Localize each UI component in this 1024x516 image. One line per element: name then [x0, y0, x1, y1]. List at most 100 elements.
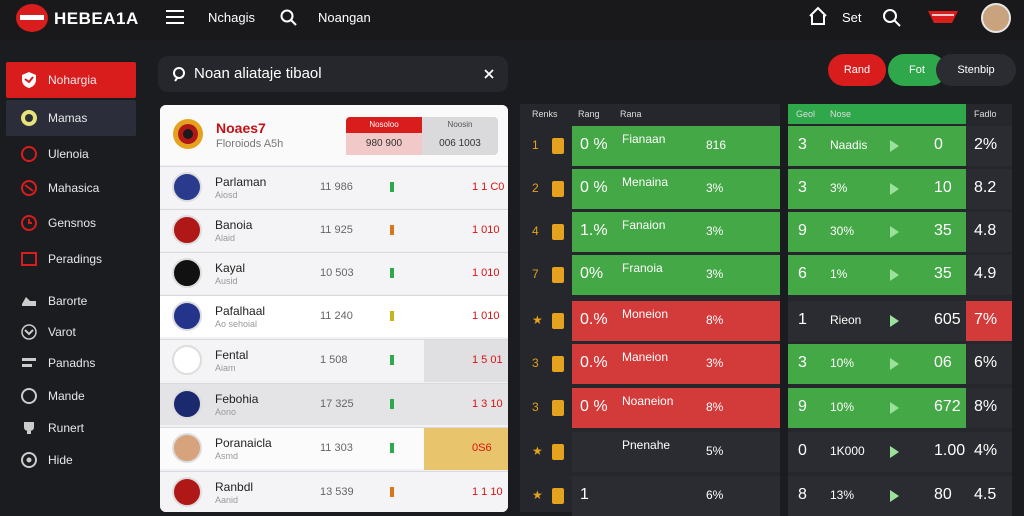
- team-value: 1 508: [320, 354, 348, 366]
- sidebar-item-6[interactable]: Barorte: [6, 283, 136, 319]
- nav-link-1[interactable]: Nchagis: [208, 10, 255, 25]
- points-value: 06: [934, 354, 952, 371]
- rank-number: ★: [532, 488, 543, 502]
- club-badge-icon: [552, 224, 564, 240]
- table-row[interactable]: 6 1% 35 4.9: [788, 255, 1012, 295]
- sidebar-item-1[interactable]: Mamas: [6, 100, 136, 136]
- club-badge-icon: [552, 181, 564, 197]
- stat-value-b: 006 1003: [439, 138, 481, 149]
- team-stat: 10%: [830, 400, 855, 414]
- team-name: Pnenahe: [622, 438, 671, 452]
- card-header: Noaes7 Floroiods A5h Nosoloo 980 900 Noo…: [160, 105, 508, 165]
- table-row[interactable]: 9 30% 35 4.8: [788, 212, 1012, 252]
- dark-button[interactable]: Stenbip: [936, 54, 1016, 86]
- table-row[interactable]: 1 Rieon 605 7%: [788, 301, 1012, 341]
- points-value: 605: [934, 311, 961, 328]
- table-row[interactable]: 2 0 % Menaina 3%: [520, 169, 780, 209]
- clock-icon: [20, 214, 38, 232]
- table-row[interactable]: 1 0 % Fianaan 816: [520, 126, 780, 166]
- team-value: 10 503: [320, 267, 354, 279]
- search-input[interactable]: Noan aliataje tibaol: [194, 65, 322, 82]
- team-value: 11 303: [320, 442, 353, 454]
- sidebar-item-8[interactable]: Panadns: [6, 345, 136, 381]
- stat-box: Nosoloo 980 900 Noosin 006 1003: [346, 117, 498, 155]
- team-name: Maneion: [622, 350, 669, 364]
- sidebar-item-9[interactable]: Mande: [6, 378, 136, 414]
- team-sub: Ao sehoial: [215, 319, 258, 329]
- sidebar-item-7[interactable]: Varot: [6, 314, 136, 350]
- form-value: 8%: [974, 398, 998, 415]
- club-badge-icon: [552, 138, 564, 154]
- team-crest-icon: [172, 433, 202, 463]
- team-value: 3%: [706, 224, 724, 238]
- brand-logo[interactable]: [16, 4, 48, 32]
- play-arrow-icon: [890, 446, 899, 458]
- menu-icon[interactable]: [166, 10, 184, 24]
- sidebar-item-4[interactable]: Gensnos: [6, 205, 136, 241]
- table-row[interactable]: 3 0 % Noaneion 8%: [520, 388, 780, 428]
- team-name: Franoia: [622, 261, 663, 275]
- table-row[interactable]: Fental Aiam 1 508 1 5 01: [160, 339, 508, 382]
- sidebar: Nohargia Mamas Ulenoia Mahasica Gensnos …: [0, 48, 148, 512]
- table-row[interactable]: Banoia Alaid 11 925 1 010: [160, 209, 508, 251]
- table-row[interactable]: 4 1.% Fanaion 3%: [520, 212, 780, 252]
- play-arrow-icon: [890, 183, 899, 195]
- team-sub: Aiosd: [215, 190, 238, 200]
- close-icon[interactable]: [484, 69, 494, 79]
- table-row[interactable]: 0 1K000 1.00 4%: [788, 432, 1012, 472]
- table-row[interactable]: ★ 0.% Moneion 8%: [520, 301, 780, 341]
- table-row[interactable]: ★ 1 6%: [520, 476, 780, 516]
- home-icon[interactable]: [808, 6, 828, 26]
- position-number: 8: [798, 486, 807, 503]
- team-crest-icon: [172, 477, 202, 507]
- form-value: 4%: [974, 442, 998, 459]
- red-button[interactable]: Rand: [828, 54, 886, 86]
- top-bar: HEBEA1A Nchagis Noangan Set: [0, 0, 1024, 40]
- sidebar-item-label: Runert: [48, 421, 85, 435]
- team-name: Fanaion: [622, 218, 666, 232]
- position-number: 3: [798, 179, 807, 196]
- table-row[interactable]: 3 0.% Maneion 3%: [520, 344, 780, 384]
- table-row[interactable]: 9 10% 672 8%: [788, 388, 1012, 428]
- table-row[interactable]: Ranbdl Aanid 13 539 1 1 10: [160, 471, 508, 512]
- sidebar-item-11[interactable]: Hide: [6, 442, 136, 478]
- sidebar-item-5[interactable]: Peradings: [6, 241, 136, 277]
- table-row[interactable]: 7 0% Franoia 3%: [520, 255, 780, 295]
- nav-link-2[interactable]: Noangan: [318, 10, 371, 25]
- flag-icon[interactable]: [926, 10, 960, 24]
- table-row[interactable]: 8 13% 80 4.5: [788, 476, 1012, 516]
- table-row[interactable]: Febohia Aono 17 325 1 3 10: [160, 383, 508, 425]
- sidebar-item-3[interactable]: Mahasica: [6, 170, 136, 206]
- table-row[interactable]: 3 3% 10 8.2: [788, 169, 1012, 209]
- table-row[interactable]: 3 10% 06 6%: [788, 344, 1012, 384]
- header-col-1: Geol: [796, 109, 816, 119]
- table-row[interactable]: Parlaman Aiosd 11 986 1 1 C0: [160, 166, 508, 208]
- team-stat: Naadis: [830, 138, 868, 152]
- play-arrow-icon: [890, 358, 899, 370]
- table-row[interactable]: Pafalhaal Ao sehoial 11 240 1 010: [160, 295, 508, 337]
- club-badge-icon: [552, 356, 564, 372]
- position-number: 3: [798, 136, 807, 153]
- play-arrow-icon: [890, 490, 899, 502]
- sidebar-item-10[interactable]: Runert: [6, 410, 136, 446]
- team-value: 3%: [706, 267, 724, 281]
- table-row[interactable]: Poranaicla Asmd 11 303 0S6: [160, 427, 508, 470]
- user-avatar[interactable]: [981, 3, 1011, 33]
- team-name: Noaneion: [622, 394, 674, 408]
- green-button[interactable]: Fot: [888, 54, 946, 86]
- table-row[interactable]: ★ Pnenahe 5%: [520, 432, 780, 472]
- team-value: 3%: [706, 356, 724, 370]
- search-icon-right[interactable]: [882, 8, 902, 28]
- search-icon[interactable]: [280, 9, 298, 27]
- table-row[interactable]: Kayal Ausid 10 503 1 010: [160, 252, 508, 294]
- sidebar-item-0[interactable]: Nohargia: [6, 62, 136, 98]
- team-name: Parlaman: [215, 175, 267, 189]
- team-percent: 1 5 01: [472, 354, 503, 366]
- table-row[interactable]: 3 Naadis 0 2%: [788, 126, 1012, 166]
- search-icon: [173, 67, 185, 82]
- play-arrow-icon: [890, 140, 899, 152]
- settings-link[interactable]: Set: [842, 10, 862, 25]
- sidebar-item-2[interactable]: Ulenoia: [6, 136, 136, 172]
- brand-name[interactable]: HEBEA1A: [54, 9, 139, 28]
- search-panel[interactable]: Noan aliataje tibaol: [158, 56, 508, 92]
